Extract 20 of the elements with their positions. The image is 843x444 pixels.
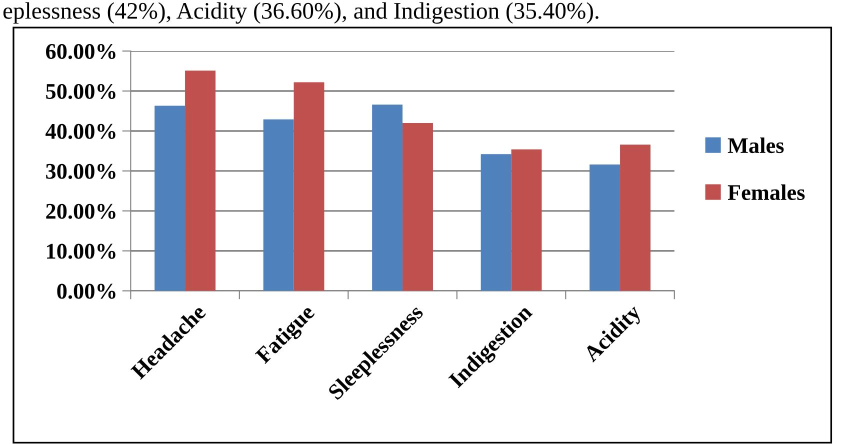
y-tick-label: 40.00% <box>46 124 116 140</box>
bar <box>620 144 650 291</box>
text: eplessness (42%), Acidity (36.60%), and Indigestion (35.40%). <box>3 2 598 24</box>
y-tick-label: 50.00% <box>46 84 116 100</box>
bar <box>154 106 186 291</box>
bar <box>511 149 542 291</box>
y-tick-label: 0.00% <box>57 284 116 299</box>
bar <box>590 164 620 291</box>
y-tick-label: 60.00% <box>46 44 116 60</box>
legend-label: Females <box>728 184 805 200</box>
bar <box>372 104 403 291</box>
bar <box>402 122 433 291</box>
y-tick-label: 30.00% <box>46 164 116 179</box>
y-tick-label: 20.00% <box>46 204 116 219</box>
y-tick-label: 10.00% <box>47 244 116 259</box>
bar <box>185 70 216 291</box>
bar <box>263 119 294 291</box>
bar <box>480 154 512 291</box>
legend-label: Males <box>728 137 784 154</box>
bar <box>294 82 324 291</box>
